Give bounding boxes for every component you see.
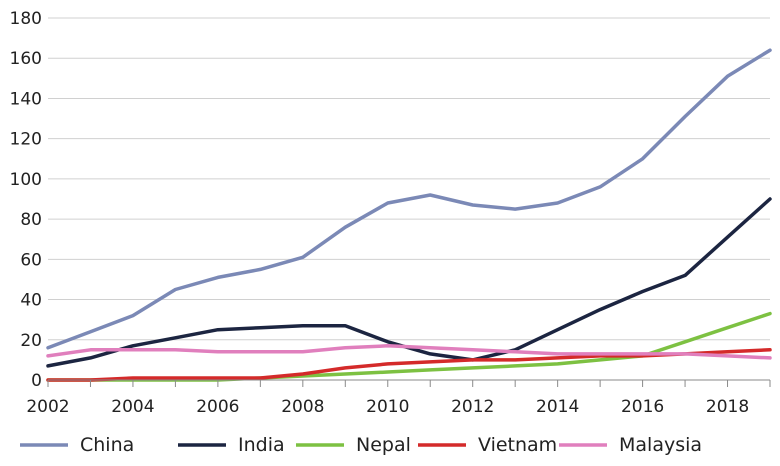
x-tick-label: 2012 [451,397,494,417]
legend-label-malaysia: Malaysia [619,434,702,456]
x-tick-label: 2010 [366,397,409,417]
legend-label-nepal: Nepal [356,434,411,456]
series-line-india [46,197,772,368]
legend: China India Nepal Vietnam Malaysia [20,434,702,456]
x-tick-label: 2002 [26,397,69,417]
series-lines [46,48,772,382]
y-tick-label: 100 [10,170,42,190]
y-tick-label: 180 [10,9,42,29]
y-tick-label: 80 [20,210,42,230]
legend-label-china: China [80,434,134,456]
x-tick-label: 2008 [281,397,324,417]
legend-label-vietnam: Vietnam [478,434,557,456]
x-tick-label: 2016 [621,397,664,417]
y-tick-label: 120 [10,130,42,150]
y-tick-label: 0 [31,371,42,391]
axes: 0 20 40 60 80 100 120 140 160 180 2002 2004 2006 2008… [10,9,771,417]
y-tick-label: 140 [10,89,42,109]
y-tick-label: 60 [20,250,42,270]
series-line-china [46,48,772,350]
gridlines [48,17,770,341]
series-line-malaysia [46,344,772,360]
y-tick-label: 40 [20,291,42,311]
legend-label-india: India [238,434,285,456]
x-tick-label: 2014 [536,397,579,417]
x-tick-label: 2018 [706,397,749,417]
x-tick-label: 2006 [196,397,239,417]
y-tick-label: 160 [10,49,42,69]
x-tick-label: 2004 [111,397,154,417]
y-tick-label: 20 [20,331,42,351]
